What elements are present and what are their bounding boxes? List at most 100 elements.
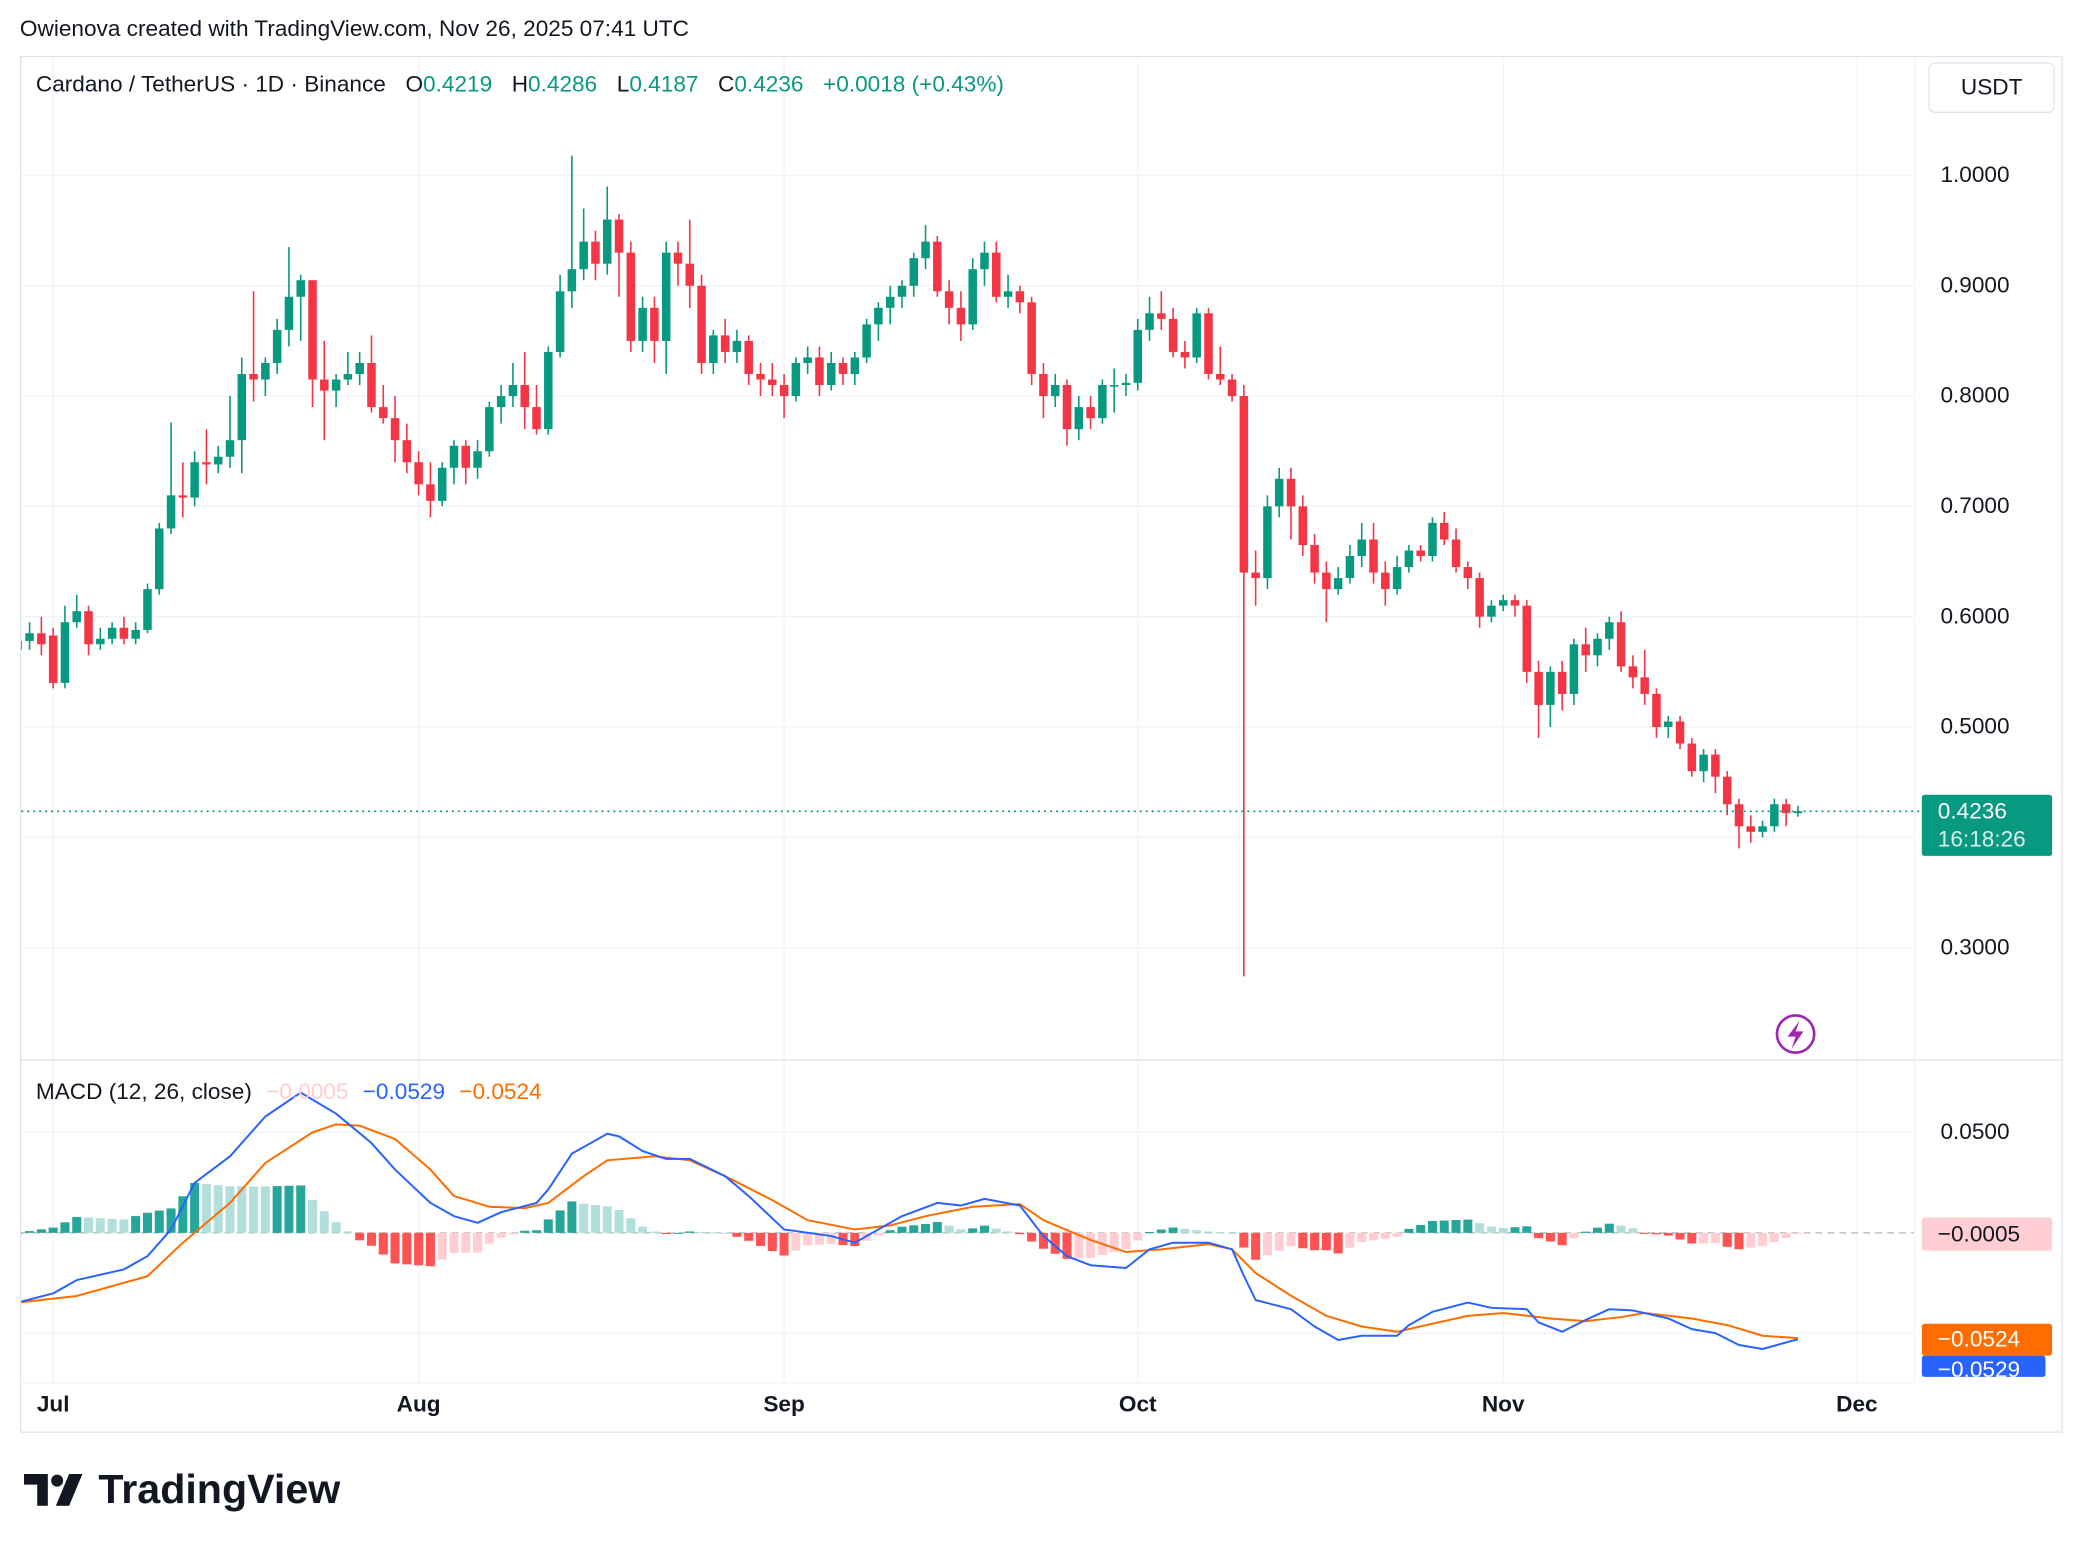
- candle-body: [1746, 826, 1756, 832]
- histogram-bar: [779, 1232, 789, 1256]
- candle: [1416, 544, 1425, 562]
- candle: [1180, 340, 1190, 369]
- candle: [37, 616, 46, 656]
- histogram-bar: [732, 1232, 742, 1237]
- candle: [673, 241, 683, 286]
- candle: [131, 622, 140, 645]
- candle: [1263, 495, 1272, 590]
- candle: [1369, 522, 1378, 584]
- candle: [449, 440, 459, 485]
- histogram-bar: [190, 1182, 200, 1233]
- candle: [166, 422, 176, 534]
- candle-body: [143, 589, 152, 630]
- candle-body: [1663, 721, 1673, 728]
- candle: [626, 241, 636, 352]
- histogram-bar: [449, 1232, 459, 1253]
- histogram-bar: [1062, 1232, 1072, 1259]
- candle: [272, 318, 282, 375]
- histogram-bar: [1522, 1226, 1532, 1233]
- histogram-bar: [1628, 1228, 1638, 1233]
- price-axis-label: 0.8000: [1940, 382, 2010, 409]
- candle: [426, 462, 435, 518]
- histogram-bar: [1439, 1220, 1449, 1233]
- candle: [84, 605, 93, 656]
- candle-body: [166, 495, 176, 529]
- candle-body: [1475, 578, 1484, 617]
- candle-body: [744, 340, 753, 375]
- candle-body: [1180, 351, 1190, 358]
- candle: [1557, 660, 1567, 711]
- candle-body: [532, 407, 541, 430]
- candle-body: [579, 241, 588, 270]
- histogram-bar: [1486, 1226, 1496, 1233]
- candle: [709, 329, 718, 375]
- histogram-bar: [1534, 1232, 1544, 1239]
- candle: [308, 280, 317, 408]
- histogram-bar: [308, 1200, 318, 1233]
- histogram-bar: [1663, 1232, 1673, 1236]
- candle: [1157, 291, 1166, 330]
- candle: [544, 346, 553, 435]
- candle-body: [520, 385, 529, 408]
- candle-body: [202, 462, 211, 465]
- candle-body: [272, 329, 282, 363]
- candle: [1298, 495, 1308, 557]
- candle: [591, 230, 600, 281]
- candle: [249, 291, 258, 402]
- candle: [555, 274, 565, 358]
- candle-body: [862, 324, 871, 358]
- histogram-bar: [1769, 1232, 1779, 1243]
- histogram-bar: [473, 1232, 483, 1253]
- histogram-bar: [814, 1232, 824, 1245]
- candle: [697, 274, 706, 375]
- candle: [1569, 638, 1579, 705]
- histogram-bar: [1699, 1232, 1709, 1244]
- candle: [1546, 666, 1555, 728]
- macd-title[interactable]: MACD (12, 26, close): [35, 1079, 252, 1105]
- candle: [1463, 561, 1473, 590]
- histogram-bar: [909, 1225, 919, 1233]
- histogram-bar: [1227, 1232, 1237, 1234]
- histogram-bar: [1109, 1232, 1119, 1252]
- candle: [520, 351, 529, 430]
- candle-body: [355, 362, 364, 375]
- histogram-bar: [1086, 1232, 1096, 1258]
- candle-body: [1640, 677, 1649, 694]
- candle-body: [1734, 804, 1744, 827]
- candle-body: [1357, 539, 1366, 557]
- candle: [1086, 396, 1095, 430]
- candle: [1498, 594, 1508, 612]
- macd-hist-value: −0.0005: [266, 1079, 349, 1105]
- candle-body: [1699, 754, 1708, 772]
- candle-body: [1251, 572, 1260, 579]
- histogram-bar: [178, 1196, 188, 1233]
- histogram-bar: [1298, 1232, 1308, 1249]
- lightning-icon[interactable]: [1775, 1014, 1816, 1054]
- histogram-bar: [567, 1201, 577, 1233]
- candle: [1098, 379, 1107, 424]
- candle-body: [213, 456, 223, 465]
- candle-body: [1770, 804, 1779, 827]
- candle: [1687, 738, 1697, 777]
- candle-body: [1416, 550, 1425, 557]
- histogram-bar: [555, 1210, 565, 1233]
- candle: [826, 351, 836, 391]
- candle: [944, 280, 954, 325]
- histogram-bar: [1651, 1232, 1661, 1235]
- currency-button[interactable]: USDT: [1928, 62, 2055, 113]
- histogram-bar: [520, 1230, 530, 1233]
- candle-body: [661, 252, 671, 341]
- candle-body: [544, 351, 553, 430]
- symbol-title[interactable]: Cardano / TetherUS · 1D · Binance: [35, 71, 386, 98]
- candle: [1451, 528, 1461, 573]
- candle: [897, 280, 907, 308]
- candle-body: [1605, 622, 1614, 639]
- candle: [320, 340, 329, 441]
- candle-body: [96, 638, 105, 645]
- candle: [25, 622, 34, 650]
- candle: [402, 423, 412, 474]
- histogram-bar: [531, 1230, 542, 1233]
- candle-body: [1581, 644, 1590, 656]
- candle-body: [768, 379, 777, 386]
